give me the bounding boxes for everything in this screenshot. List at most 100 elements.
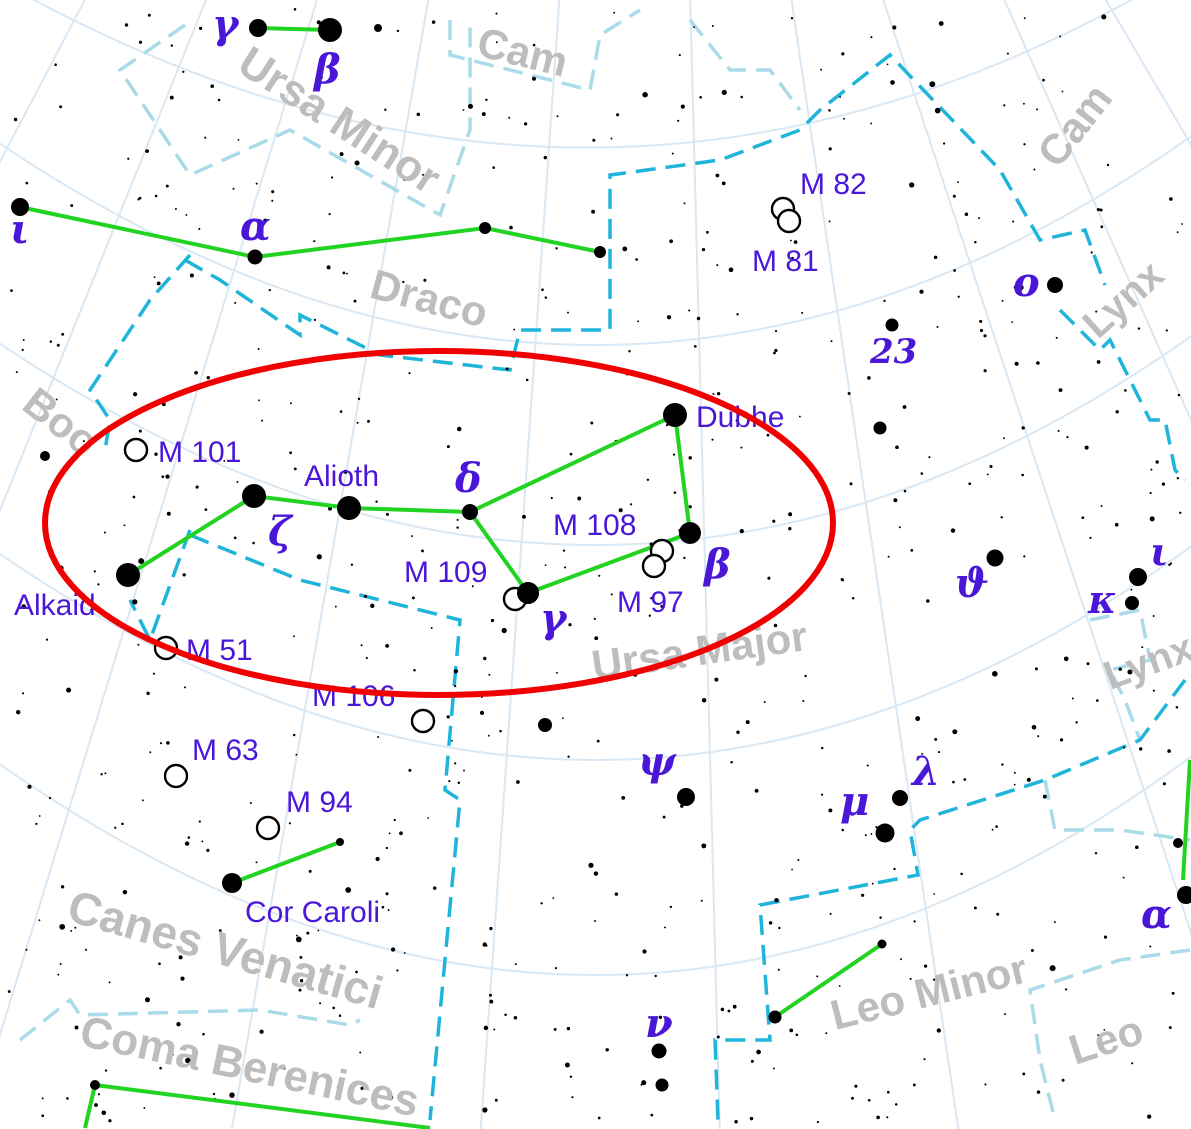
label-dra-iota: ι [10,206,29,253]
faint-star [255,861,258,864]
faint-star [184,841,190,846]
faint-star [176,1022,181,1027]
star-uma-delta [462,504,478,520]
faint-star [489,926,493,931]
label-m108: M 108 [553,509,636,542]
faint-star [25,948,28,951]
faint-star [730,761,733,764]
coma-line [83,1083,431,1129]
faint-star [1036,361,1040,365]
faint-star [567,311,569,314]
faint-star [1169,562,1173,565]
faint-star [308,869,312,873]
faint-star [495,41,498,44]
faint-star [979,319,983,323]
faint-star [10,289,13,292]
faint-star [1175,705,1179,709]
faint-star [171,1053,174,1056]
faint-star [170,44,174,47]
faint-star [706,230,709,234]
faint-star [66,1097,69,1100]
faint-star [123,524,126,527]
faint-star [621,796,626,800]
faint-star [721,181,726,186]
faint-star [1141,646,1144,649]
faint-star [986,473,989,476]
faint-star [195,485,199,489]
faint-star [952,780,955,784]
faint-star [60,885,65,889]
faint-star [513,328,516,331]
faint-star [635,258,638,261]
faint-star [132,495,136,499]
faint-star [492,166,496,169]
faint-star [104,772,107,775]
faint-star [387,909,390,911]
faint-star [594,920,597,922]
faint-star [654,974,657,978]
star-lyn-kappa [1125,596,1139,610]
faint-star [816,1120,820,1124]
faint-star [552,897,555,899]
faint-star [346,272,348,275]
faint-star [101,1110,107,1116]
faint-star [146,691,150,696]
faint-star [74,926,77,929]
faint-star [61,332,65,336]
star [768,1010,782,1024]
faint-star [754,788,759,793]
right-ascension-line [1003,0,1191,423]
faint-star [292,733,296,737]
faint-star [236,481,239,483]
faint-star [198,227,201,230]
faint-star [1031,725,1037,730]
faint-star [860,893,865,897]
faint-star [1036,108,1039,111]
faint-star [1059,35,1062,38]
faint-star [1086,662,1090,666]
faint-star [296,934,298,937]
faint-star [1061,1078,1065,1082]
faint-star [516,780,520,784]
faint-star [358,980,362,984]
faint-star [336,1085,339,1088]
faint-star [218,929,222,933]
faint-star [628,349,631,353]
faint-star [489,999,494,1004]
faint-star [712,393,715,395]
faint-star [1155,460,1159,464]
faint-star [902,405,907,409]
faint-star [1012,220,1015,223]
star [877,939,887,949]
faint-star [375,856,380,862]
faint-star [199,26,203,30]
faint-star [295,753,298,756]
faint-star [320,76,323,79]
faint-star [1103,935,1108,939]
faint-star [1063,656,1069,662]
faint-star [680,104,685,109]
faint-star [421,549,424,553]
faint-star [886,1090,890,1094]
faint-star [432,886,437,890]
faint-star [932,978,936,981]
faint-star [488,673,491,676]
faint-star [108,1119,112,1123]
faint-star [1066,436,1069,439]
faint-star [137,643,140,646]
faint-star [714,677,719,682]
faint-star [1001,763,1004,766]
faint-star [879,916,882,919]
faint-star [983,369,987,373]
faint-star [97,583,100,586]
faint-star [103,531,106,534]
label-uma-zeta: ζ [268,508,294,555]
faint-star [1147,1114,1152,1119]
faint-star [114,826,117,829]
faint-star [637,320,640,323]
faint-star [263,218,268,223]
faint-star [252,1060,255,1064]
faint-star [992,671,998,677]
faint-star [666,315,672,320]
